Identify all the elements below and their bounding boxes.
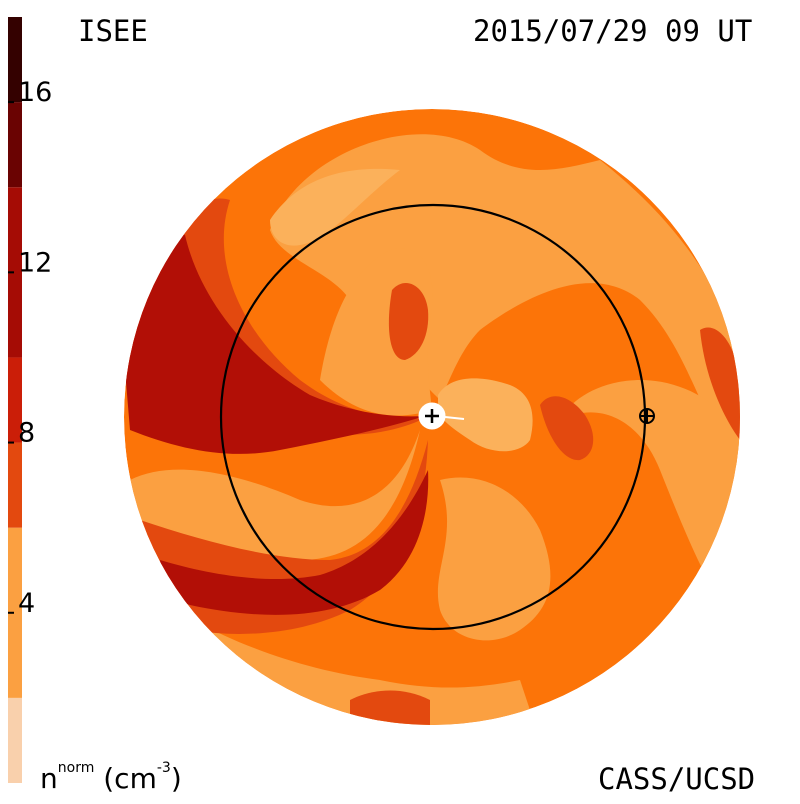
colorbar-level-4 [8,187,22,358]
units-sup: norm [57,759,95,776]
density-region-light-right-band [560,380,740,600]
colorbar-level-1 [8,527,22,698]
density-region-light-bottom-center [437,477,551,641]
colorbar-level-2 [8,442,22,528]
sun-icon [418,402,465,430]
density-region-mid-bottom-sliver [350,690,430,725]
units-base: n [40,762,58,795]
density-region-mid-right-edge [700,327,740,440]
density-region-light-left-arc [130,430,420,560]
density-region-mid-right-blob [540,396,594,461]
colorbar-level-3 [8,357,22,443]
credit-label: CASS/UCSD [598,762,756,796]
units-close: ) [170,762,182,795]
colorbar-tick-label: 8 [18,418,35,449]
density-region-pale-top-left [270,168,400,246]
colorbar-tick-label: 4 [18,588,35,619]
colorbar-level-0 [8,697,22,783]
left-title: ISEE [78,14,148,48]
units-label: nnorm (cm-3) [40,761,182,795]
units-open: (cm [94,762,157,795]
colorbar-level-6 [8,17,22,103]
colorbar-level-5 [8,102,22,188]
colorbar-tick-label: 16 [18,77,52,108]
density-region-pale-near-sun [438,378,533,452]
density-region-dark-left [124,234,425,454]
date-time-title: 2015/07/29 09 UT [473,14,753,48]
earth-icon [639,408,655,424]
density-region-dark-lower-arc [160,470,429,615]
colorbar: 4 8 12 16 [8,17,52,783]
density-region-mid-center-blob [388,282,429,360]
density-disc [124,109,740,725]
density-region-light-top [270,134,740,470]
units-exp: -3 [156,759,171,776]
colorbar-tick-label: 12 [18,247,52,278]
